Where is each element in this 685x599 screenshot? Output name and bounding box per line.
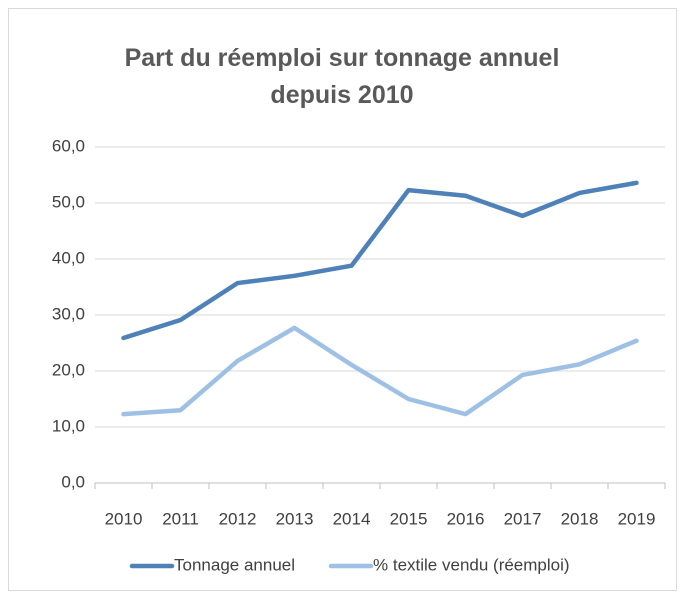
x-tick-label: 2012 xyxy=(219,509,257,528)
y-tick-label: 20,0 xyxy=(52,360,85,379)
legend-label: Tonnage annuel xyxy=(174,555,295,574)
legend-label: % textile vendu (réemploi) xyxy=(373,555,570,574)
y-tick-label: 50,0 xyxy=(52,192,85,211)
chart-border xyxy=(8,8,677,591)
y-tick-label: 0,0 xyxy=(61,472,85,491)
x-tick-label: 2014 xyxy=(333,509,371,528)
x-tick-label: 2018 xyxy=(561,509,599,528)
x-tick-label: 2015 xyxy=(390,509,428,528)
x-tick-label: 2010 xyxy=(105,509,143,528)
x-tick-label: 2016 xyxy=(447,509,485,528)
series-line xyxy=(121,325,639,417)
x-tick-label: 2017 xyxy=(504,509,542,528)
series-line xyxy=(121,180,639,341)
y-tick-label: 10,0 xyxy=(52,416,85,435)
x-tick-label: 2013 xyxy=(276,509,314,528)
x-tick-label: 2019 xyxy=(618,509,656,528)
y-tick-label: 60,0 xyxy=(52,136,85,155)
x-tick-label: 2011 xyxy=(162,509,199,528)
y-tick-label: 40,0 xyxy=(52,248,85,267)
chart-title: Part du réemploi sur tonnage annuel depu… xyxy=(124,44,560,109)
y-tick-label: 30,0 xyxy=(52,304,85,323)
